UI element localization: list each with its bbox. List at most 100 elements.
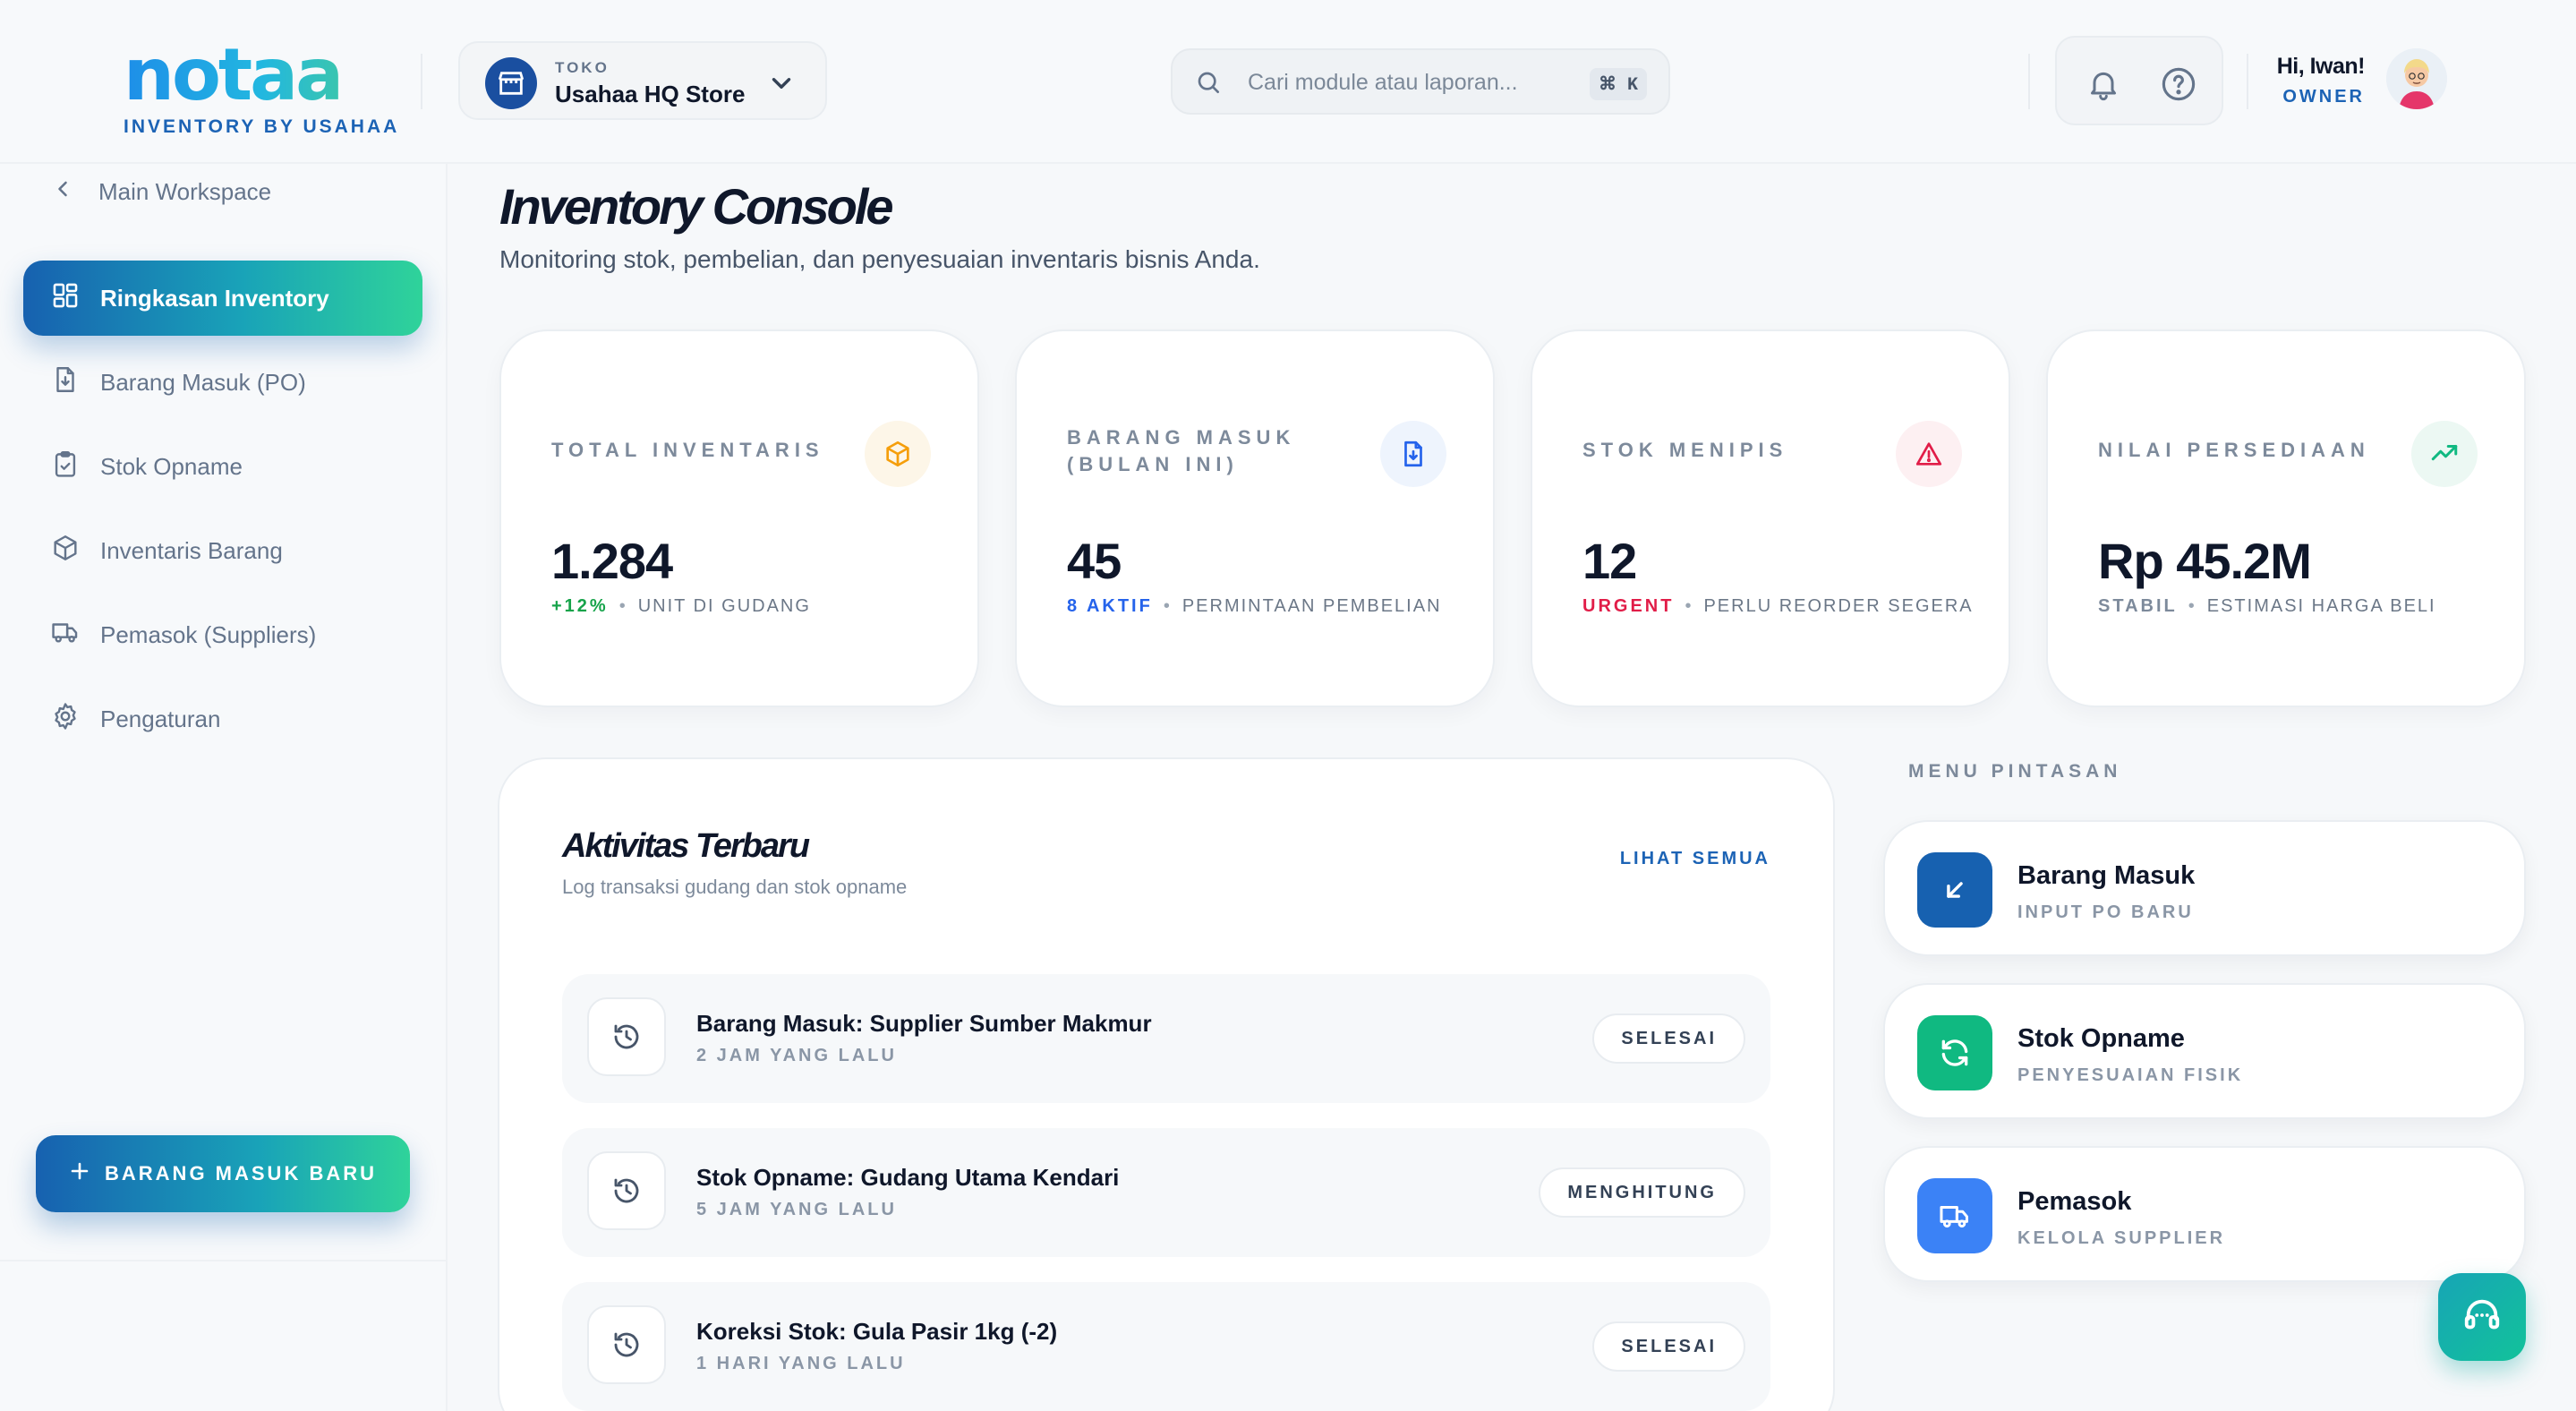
alert-triangle-icon [1896,421,1962,487]
quick-item-subtitle: INPUT PO BARU [2017,902,2194,922]
history-icon [587,1151,666,1230]
dashboard-icon [50,280,81,317]
truck-icon [1917,1178,1992,1253]
activity-row[interactable]: Koreksi Stok: Gula Pasir 1kg (-2) 1 HARI… [562,1282,1770,1411]
stat-caption: ESTIMASI HARGA BELI [2206,596,2436,616]
stat-highlight: URGENT [1582,596,1675,616]
activity-title-text: Stok Opname: Gudang Utama Kendari [696,1164,1120,1191]
sidebar: Main Workspace Ringkasan Inventory Baran… [0,164,448,1411]
box-icon [865,421,931,487]
avatar[interactable] [2386,48,2447,109]
stat-footer: STABIL • ESTIMASI HARGA BELI [2098,596,2436,616]
support-button[interactable] [2438,1273,2526,1361]
stat-caption: UNIT DI GUDANG [637,596,811,616]
store-picker[interactable]: TOKO Usahaa HQ Store [458,41,827,120]
sidebar-item-pengaturan[interactable]: Pengaturan [23,681,422,757]
stat-label: BARANG MASUK (BULAN INI) [1067,426,1296,475]
quick-item-subtitle: PENYESUAIAN FISIK [2017,1065,2244,1085]
quick-item-title: Barang Masuk [2017,861,2196,890]
history-icon [587,997,666,1076]
user-role: OWNER [2282,87,2365,107]
sidebar-item-label: Pengaturan [100,705,221,732]
user-greeting: Hi, Iwan! OWNER [2256,54,2366,107]
chevron-left-icon [50,176,75,208]
stat-caption: PERLU REORDER SEGERA [1703,596,1974,616]
header-icon-group [2055,36,2223,125]
headset-icon [2461,1295,2503,1340]
quick-item-subtitle: KELOLA SUPPLIER [2017,1228,2226,1248]
trending-up-icon [2411,421,2478,487]
stat-label: STOK MENIPIS [1582,439,1788,461]
stat-value: 1.284 [551,533,673,589]
status-badge: SELESAI [1592,1321,1745,1372]
quick-item-title: Stok Opname [2017,1024,2185,1053]
top-header: notaa INVENTORY BY USAHAA TOKO Usahaa HQ… [0,0,2576,164]
activity-time: 1 HARI YANG LALU [696,1354,906,1373]
stat-card-total-inventaris[interactable]: TOTAL INVENTARIS 1.284 +12% • UNIT DI GUDA… [499,329,979,707]
clipboard-check-icon [50,449,81,485]
quick-menu-title: MENU PINTASAN [1908,761,2122,782]
activity-row[interactable]: Stok Opname: Gudang Utama Kendari 5 JAM … [562,1128,1770,1257]
store-caption: TOKO [555,59,610,76]
quick-menu-stok-opname[interactable]: Stok Opname PENYESUAIAN FISIK [1883,983,2526,1119]
sidebar-item-pemasok[interactable]: Pemasok (Suppliers) [23,597,422,672]
file-download-icon [1380,421,1446,487]
search-input[interactable] [1248,66,1570,98]
activity-row[interactable]: Barang Masuk: Supplier Sumber Makmur 2 J… [562,974,1770,1103]
sidebar-item-label: Stok Opname [100,452,243,480]
view-all-link[interactable]: LIHAT SEMUA [1619,849,1770,868]
back-label: Main Workspace [98,178,272,205]
quick-menu-barang-masuk[interactable]: Barang Masuk INPUT PO BARU [1883,820,2526,956]
stat-value: 45 [1067,533,1122,589]
store-name: Usahaa HQ Store [555,81,746,107]
recent-activity-panel: Aktivitas Terbaru Log transaksi gudang d… [498,757,1835,1411]
status-badge: SELESAI [1592,1013,1745,1064]
quick-menu-pemasok[interactable]: Pemasok KELOLA SUPPLIER [1883,1146,2526,1282]
activity-title: Aktivitas Terbaru [562,827,810,865]
bell-icon[interactable] [2082,63,2125,106]
stat-label: TOTAL INVENTARIS [551,439,824,461]
logo-subtitle: INVENTORY BY USAHAA [124,116,400,137]
activity-time: 2 JAM YANG LALU [696,1046,897,1065]
stat-highlight: STABIL [2098,596,2178,616]
stat-footer: URGENT • PERLU REORDER SEGERA [1582,596,1974,616]
logo[interactable]: notaa INVENTORY BY USAHAA [124,39,399,138]
user-name: Hi, Iwan! [2276,54,2366,79]
stat-footer: 8 AKTIF • PERMINTAAN PEMBELIAN [1067,596,1442,616]
header-divider [2247,54,2248,109]
sidebar-item-stok-opname[interactable]: Stok Opname [23,429,422,504]
stat-card-stok-menipis[interactable]: STOK MENIPIS 12 URGENT • PERLU REORDER SEG… [1531,329,2010,707]
stat-highlight: 8 AKTIF [1067,596,1153,616]
help-icon[interactable] [2157,63,2200,106]
new-incoming-goods-button[interactable]: BARANG MASUK BARU [36,1135,410,1212]
header-divider [421,54,422,109]
gear-icon [50,701,81,738]
stat-label: NILAI PERSEDIAAN [2098,439,2370,461]
back-to-workspace[interactable]: Main Workspace [50,176,271,208]
sidebar-item-ringkasan-inventory[interactable]: Ringkasan Inventory [23,261,422,336]
stat-value: Rp 45.2M [2098,533,2312,589]
cta-label: BARANG MASUK BARU [105,1162,377,1184]
plus-icon [69,1160,90,1187]
sidebar-divider [0,1260,448,1261]
stat-card-barang-masuk[interactable]: BARANG MASUK (BULAN INI) 45 8 AKTIF • PERM… [1015,329,1495,707]
status-badge: MENGHITUNG [1539,1167,1745,1218]
arrow-down-left-icon [1917,852,1992,928]
sidebar-item-inventaris-barang[interactable]: Inventaris Barang [23,513,422,588]
stat-card-nilai-persediaan[interactable]: NILAI PERSEDIAAN Rp 45.2M STABIL • ESTIMAS… [2046,329,2526,707]
activity-title-text: Koreksi Stok: Gula Pasir 1kg (-2) [696,1318,1058,1345]
sidebar-item-barang-masuk[interactable]: Barang Masuk (PO) [23,345,422,420]
sidebar-item-label: Pemasok (Suppliers) [100,620,317,648]
truck-icon [50,617,81,654]
page-title: Inventory Console [499,178,894,235]
activity-time: 5 JAM YANG LALU [696,1200,897,1219]
stat-footer: +12% • UNIT DI GUDANG [551,596,811,616]
stat-highlight: +12% [551,596,609,616]
history-icon [587,1305,666,1384]
stat-value: 12 [1582,533,1637,589]
quick-item-title: Pemasok [2017,1187,2132,1216]
sidebar-item-label: Ringkasan Inventory [100,284,329,312]
store-icon [485,57,537,109]
search-icon [1194,68,1223,101]
search-box[interactable]: ⌘ K [1171,48,1670,115]
